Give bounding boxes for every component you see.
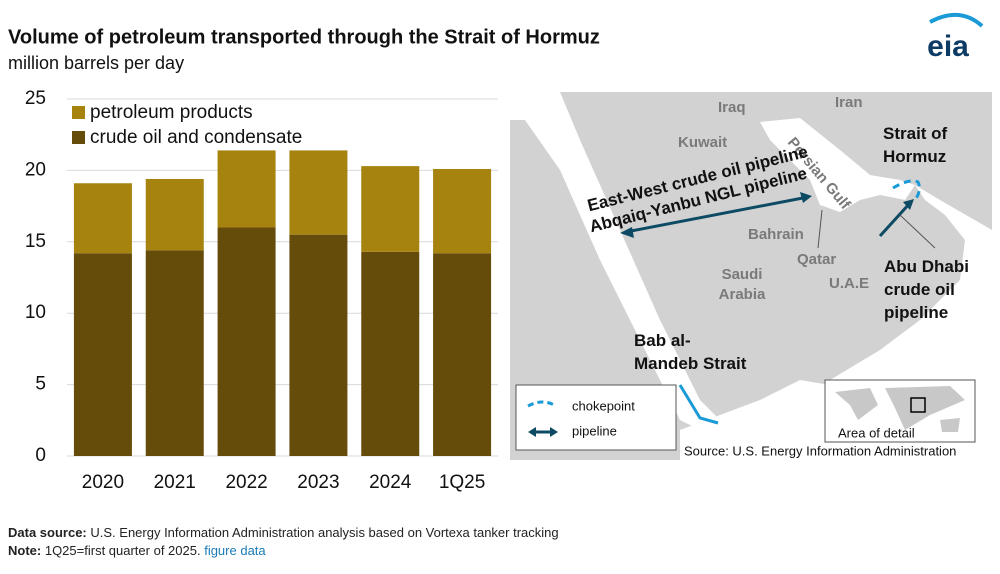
y-tick-label: 20	[25, 159, 46, 180]
footer-label: Data source:	[8, 525, 87, 540]
bar-segment	[73, 253, 132, 456]
bar-segment	[289, 150, 348, 235]
map-label: Qatar	[797, 251, 836, 268]
hormuz-chokepoint	[892, 179, 921, 201]
y-tick-label: 0	[35, 445, 46, 466]
bar-segment	[361, 251, 420, 456]
bar-segment	[433, 253, 492, 456]
x-tick-label: 2023	[297, 472, 339, 493]
bar-segment	[361, 166, 420, 252]
y-tick-label: 10	[25, 302, 46, 323]
footer-text: U.S. Energy Information Administration a…	[90, 525, 559, 540]
bar-segment	[73, 183, 132, 254]
map-label: U.A.E	[829, 275, 869, 292]
logo: eia	[927, 13, 984, 63]
legend-pipeline-icon	[528, 427, 536, 437]
bar-segment	[145, 178, 204, 251]
legend-label: crude oil and condensate	[90, 127, 302, 148]
figure-data-link[interactable]: figure data	[204, 543, 266, 558]
map-label: Kuwait	[678, 134, 727, 151]
logo-text: eia	[927, 30, 969, 63]
legend-swatch	[72, 106, 85, 119]
x-tick-label: 2020	[82, 472, 124, 493]
bab-chokepoint	[678, 384, 719, 425]
x-tick-label: 2022	[225, 472, 267, 493]
inset-land	[835, 386, 965, 432]
map-label: Bahrain	[748, 226, 804, 243]
leader-line	[899, 214, 936, 249]
y-tick-label: 25	[25, 88, 46, 109]
bar-segment	[145, 250, 204, 456]
map-label: Saudi Arabia	[719, 266, 766, 303]
red-sea	[510, 92, 720, 430]
inset-label: Area of detail	[838, 425, 915, 440]
y-tick-label: 5	[35, 374, 46, 395]
map-legend	[515, 384, 677, 451]
pipelines	[620, 192, 914, 238]
persian-gulf-sea	[760, 118, 915, 212]
gulf-of-aden	[680, 380, 830, 460]
footer-note: Note: 1Q25=first quarter of 2025. figure…	[8, 543, 266, 558]
footer-text: 1Q25=first quarter of 2025.	[44, 543, 201, 558]
map-label: Strait of Hormuz	[883, 124, 948, 166]
map: Iraq Iran Kuwait Persian Gulf Strait of H…	[510, 92, 992, 460]
map-label: Abu Dhabi crude oil pipeline	[884, 257, 969, 322]
legend-chokepoint-icon	[527, 400, 557, 408]
legend-label: petroleum products	[90, 102, 253, 123]
footer-source: Data source: U.S. Energy Information Adm…	[8, 525, 559, 540]
x-tick-label: 1Q25	[439, 472, 485, 493]
x-tick-label: 2021	[154, 472, 196, 493]
bar-segment	[433, 168, 492, 254]
chart-subtitle: million barrels per day	[8, 53, 184, 73]
legend-swatch	[72, 131, 85, 144]
inset-area	[910, 397, 926, 413]
chart-title: Volume of petroleum transported through …	[8, 26, 600, 48]
bar-segment	[217, 227, 276, 456]
legend-label: chokepoint	[572, 398, 635, 413]
leader-line	[817, 209, 823, 249]
map-label: Bab al-Mandeb Strait	[634, 331, 747, 373]
bar-segment	[217, 150, 276, 228]
map-source: Source: U.S. Energy Information Administ…	[684, 443, 956, 458]
legend-label: pipeline	[572, 423, 617, 438]
footer-label: Note:	[8, 543, 42, 558]
bar-segment	[289, 234, 348, 456]
x-tick-label: 2024	[369, 472, 412, 493]
logo-arc	[929, 13, 984, 28]
y-tick-label: 15	[25, 231, 46, 252]
map-label: Iraq	[718, 99, 746, 116]
map-label: Iran	[835, 94, 863, 111]
legend-pipeline-icon	[550, 427, 558, 437]
